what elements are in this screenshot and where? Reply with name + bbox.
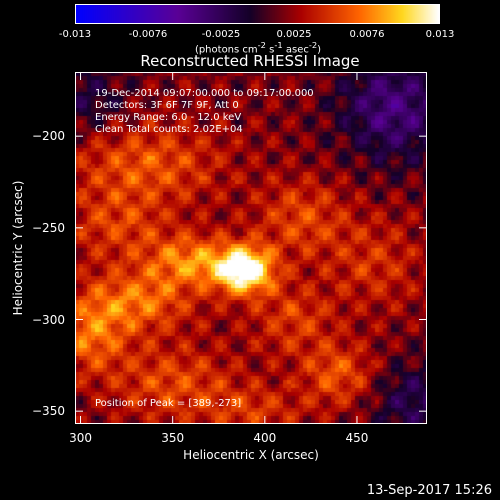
heatmap-image [75,72,427,424]
colorbar-tick-label: -0.013 [58,29,92,40]
x-tick-label: 400 [253,431,277,445]
colorbar-tick-label: -0.0025 [201,29,241,40]
y-tick-label: −350 [32,404,65,419]
y-tick-label: −300 [32,312,65,327]
x-tick-label: 300 [69,431,92,445]
colorbar-tick-label: 0.0025 [276,29,312,40]
x-tick-label: 350 [161,431,185,445]
plot-frame [75,72,427,424]
annotation-time-range: 19-Dec-2014 09:07:00.000 to 09:17:00.000 [95,88,314,99]
annotation-detectors: Detectors: 3F 6F 7F 9F, Att 0 [95,100,239,111]
colorbar-units-label: (photons cm-2 s-1 asec-2) [194,40,322,56]
y-tick-label: −200 [32,129,65,144]
colorbar [75,4,440,24]
annotation-method: Clean Total counts: 2.02E+04 [95,124,243,135]
colorbar-tick-label: 0.0076 [349,29,385,40]
chart-title: Reconstructed RHESSI Image [140,52,360,70]
y-axis-label: Heliocentric Y (arcsec) [11,180,25,316]
annotation-peak-position: Position of Peak = [389,-273] [95,398,242,409]
y-tick-label: −250 [32,220,65,235]
timestamp: 13-Sep-2017 15:26 [366,483,492,498]
annotation-energy-range: Energy Range: 6.0 - 12.0 keV [95,112,242,123]
plot-border [75,72,427,424]
x-axis-label: Heliocentric X (arcsec) [183,448,319,462]
colorbar-tick-label: 0.013 [425,29,455,40]
colorbar-tick-label: -0.0076 [128,29,168,40]
x-tick-label: 450 [345,431,369,445]
